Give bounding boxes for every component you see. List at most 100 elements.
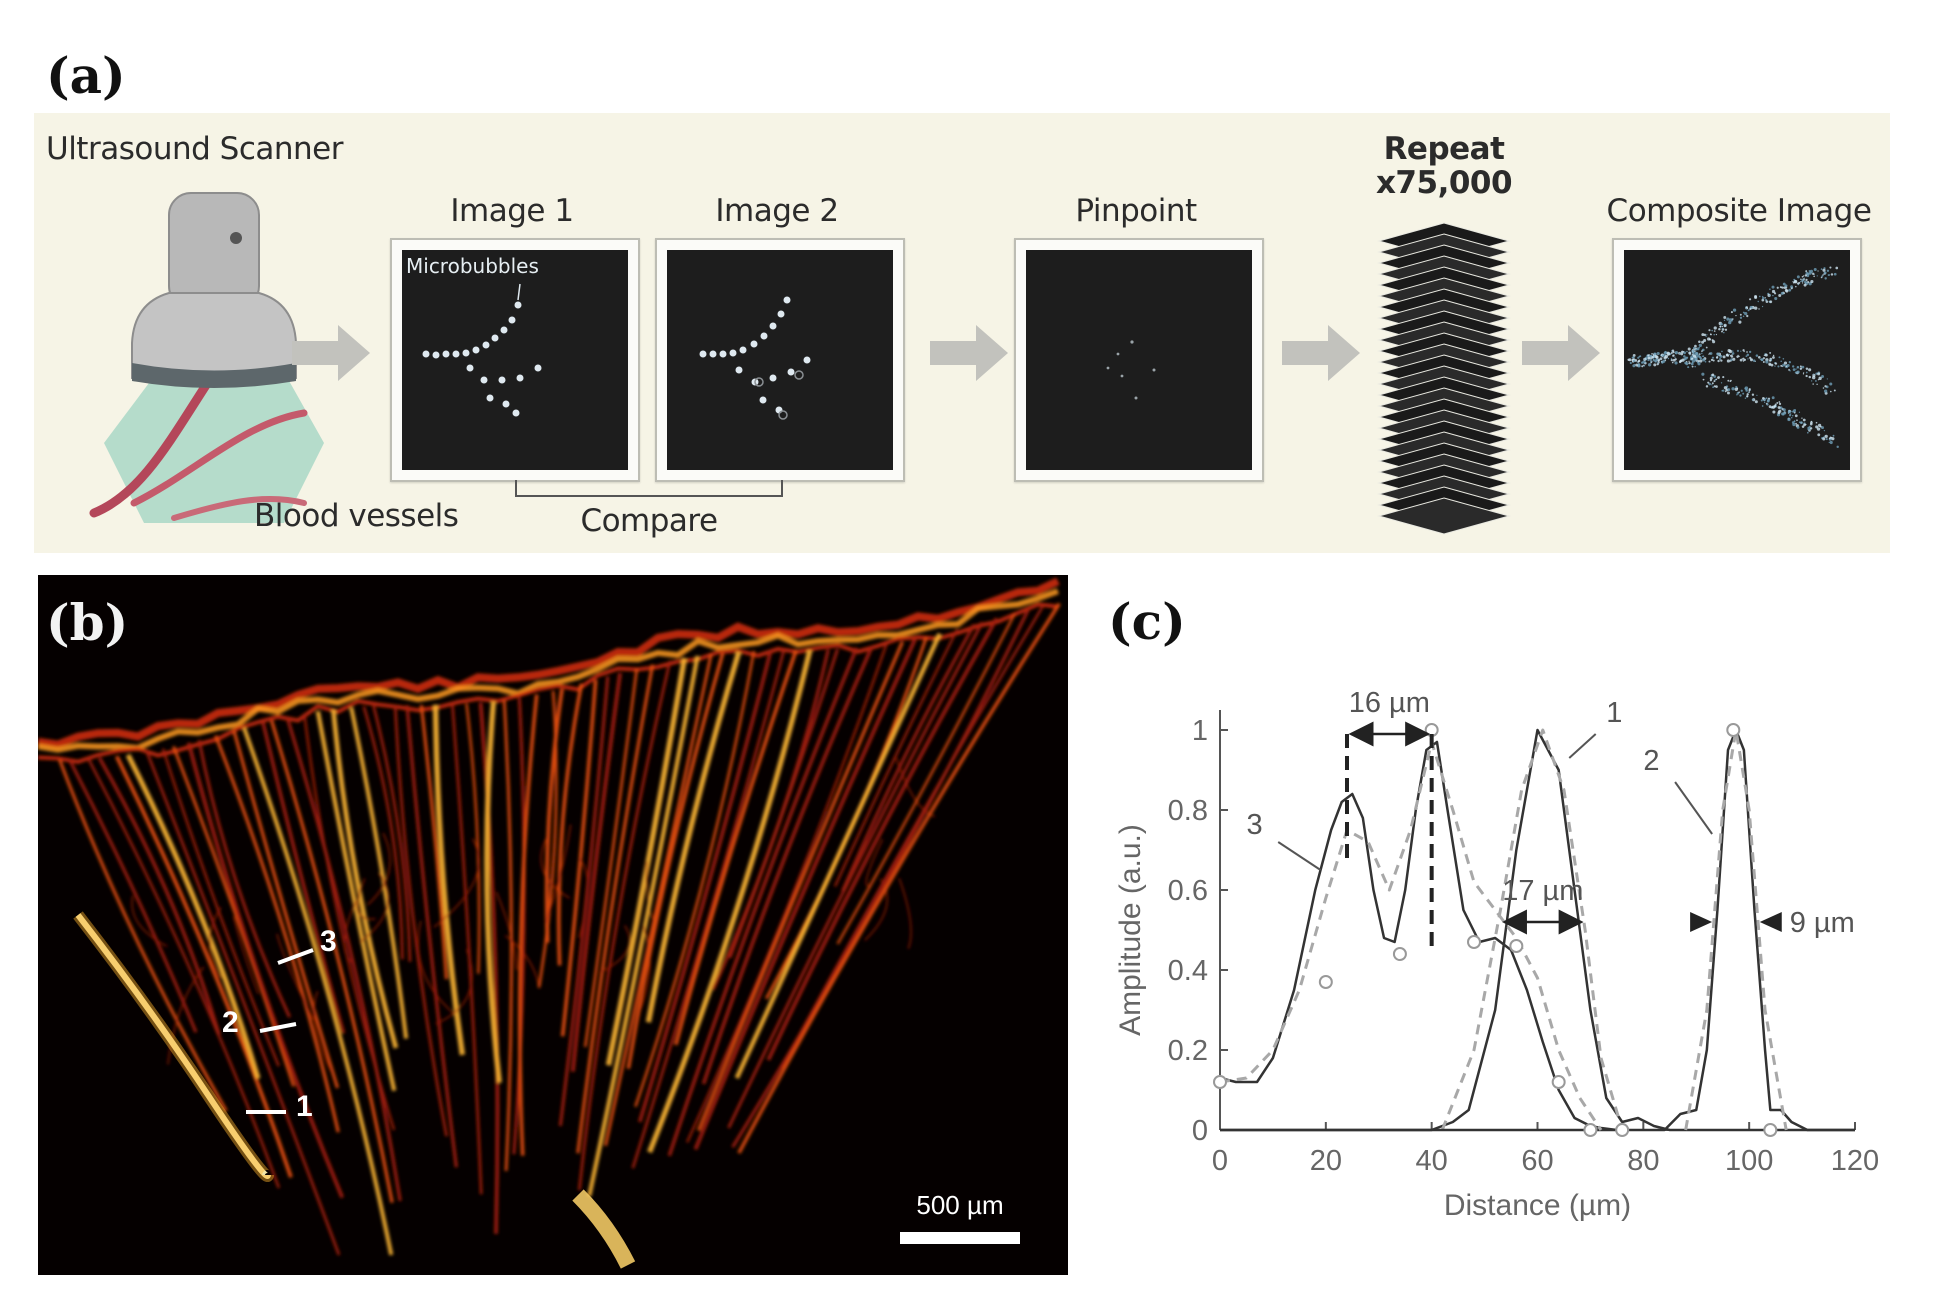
composite-dot (1746, 314, 1749, 318)
vessel-bright (73, 911, 274, 1182)
x-tick-label: 80 (1627, 1145, 1659, 1177)
composite-dot (1768, 359, 1772, 362)
composite-dot (1738, 320, 1742, 324)
composite-dot (1708, 329, 1711, 332)
measure-arrowhead (1690, 912, 1713, 932)
composite-dot (1703, 339, 1707, 343)
composite-dot (1790, 287, 1793, 290)
composite-dot (1638, 355, 1641, 358)
composite-dot (1771, 405, 1776, 409)
composite-dot (1737, 354, 1739, 357)
composite-dot (1768, 405, 1772, 409)
composite-dot (1651, 356, 1655, 359)
composite-dot (1697, 359, 1700, 363)
data-marker (1318, 975, 1333, 989)
composite-dot (1769, 300, 1773, 304)
composite-dot (1820, 268, 1823, 270)
y-tick-label: 0.4 (1168, 955, 1208, 987)
composite-dot (1699, 359, 1703, 363)
composite-dot (1711, 382, 1714, 385)
composite-dot (1708, 360, 1711, 363)
composite-dot (1816, 427, 1821, 431)
composite-dot (1681, 350, 1684, 354)
composite-dot (1743, 358, 1746, 362)
composite-dot (1808, 425, 1811, 429)
composite-dot (1783, 361, 1788, 365)
composite-dot (1726, 317, 1730, 321)
composite-dot (1703, 333, 1707, 337)
vessel-density-image: (b) 3 2 1 500 µm (38, 575, 1068, 1275)
composite-dot (1726, 359, 1731, 363)
composite-dot (1720, 382, 1723, 384)
composite-dot (1709, 376, 1713, 380)
composite-dot (1723, 386, 1727, 390)
vessel-branch (208, 906, 222, 979)
y-tick-label: 0.8 (1168, 795, 1208, 827)
composite-dot (1809, 427, 1813, 430)
composite-dot (1796, 275, 1800, 279)
composite-dot (1671, 361, 1674, 364)
composite-dot (1776, 286, 1779, 289)
composite-dot (1691, 349, 1694, 351)
composite-dot (1795, 368, 1797, 370)
composite-dot (1754, 400, 1758, 404)
vessel-branch (560, 679, 598, 1037)
composite-dot (1806, 431, 1809, 434)
composite-dot (1731, 387, 1735, 391)
composite-dot (1742, 315, 1745, 318)
vessel-branch (599, 925, 631, 974)
composite-dot (1644, 358, 1646, 360)
data-marker (1213, 1075, 1227, 1089)
composite-dot (1772, 356, 1775, 359)
vessel-branch (276, 933, 315, 1021)
scale-bar (900, 1232, 1020, 1244)
composite-dot (1701, 333, 1705, 337)
vessel-branch (269, 720, 394, 1203)
series-3-dashed (1219, 740, 1603, 1131)
vessel-branch (356, 878, 376, 920)
composite-dot (1771, 289, 1776, 294)
vessel-branch (701, 645, 874, 1085)
composite-dot (1712, 386, 1715, 389)
composite-dot (1792, 415, 1794, 417)
composite-dot (1826, 269, 1830, 272)
composite-dot (1757, 300, 1759, 303)
composite-dot (1829, 440, 1833, 445)
composite-dot (1785, 289, 1789, 293)
vessel-branch (556, 683, 584, 966)
composite-dot (1721, 330, 1723, 333)
vessel-branch (636, 925, 651, 1017)
measure-annotation: 17 µm (1502, 875, 1583, 907)
composite-dot (1762, 296, 1765, 300)
scanner-label: Ultrasound Scanner (46, 131, 343, 167)
repeat-label-line2: x75,000 (1375, 165, 1513, 201)
composite-dot (1830, 273, 1834, 276)
composite-dot (1781, 286, 1784, 289)
composite-dot (1821, 426, 1824, 430)
composite-vessel-image (1627, 266, 1839, 449)
composite-dot (1650, 355, 1653, 357)
composite-dot (1674, 358, 1677, 361)
composite-dot (1745, 355, 1748, 358)
composite-dot (1678, 360, 1682, 364)
vessel-branch (315, 710, 397, 1092)
arrow-right-icon (1282, 325, 1360, 381)
composite-dot (1670, 358, 1673, 360)
vessel-branch (577, 660, 672, 1191)
vessel-branch (131, 895, 168, 948)
composite-dot (1794, 371, 1797, 374)
composite-dot (1727, 391, 1730, 395)
panel-label-c: (c) (1108, 592, 1186, 651)
composite-dot (1640, 361, 1644, 364)
vessel-branch (372, 705, 412, 962)
composite-dot (1632, 356, 1635, 359)
composite-dot (1735, 314, 1737, 317)
vessel-branch (604, 653, 713, 1147)
composite-dot (1813, 267, 1817, 271)
curve-label: 3 (1246, 809, 1262, 841)
vessel-branch (433, 838, 480, 928)
composite-dot (1719, 325, 1722, 328)
curve-label: 1 (1606, 697, 1622, 729)
composite-dot (1731, 319, 1733, 322)
composite-dot (1722, 376, 1725, 379)
